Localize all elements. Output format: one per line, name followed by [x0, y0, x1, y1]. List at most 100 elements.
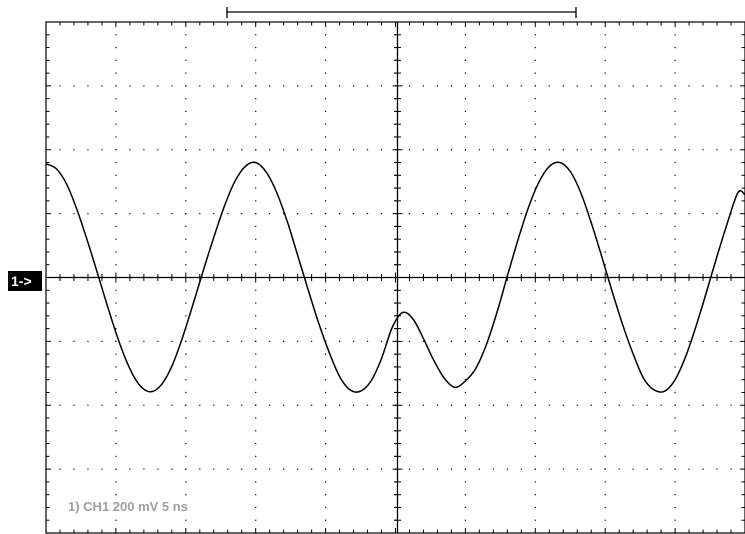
- grid-dot: [436, 468, 439, 470]
- grid-dot: [464, 391, 466, 394]
- grid-dot: [604, 136, 606, 138]
- grid-dot: [604, 98, 606, 100]
- grid-dot: [534, 174, 536, 176]
- grid-dot: [660, 404, 662, 406]
- grid-dot: [674, 302, 676, 304]
- grid-dot: [716, 85, 718, 87]
- grid-dot: [213, 149, 215, 151]
- grid-dot: [185, 46, 187, 49]
- grid-dot: [534, 302, 536, 304]
- grid-dot: [325, 34, 327, 36]
- grid-dot: [674, 225, 676, 227]
- grid-dot: [325, 251, 327, 253]
- grid-dot: [227, 213, 229, 215]
- grid-dot: [604, 149, 606, 151]
- grid-dot: [325, 46, 327, 49]
- grid-dot: [101, 149, 103, 151]
- grid-dot: [73, 213, 75, 215]
- grid-dot: [576, 404, 578, 406]
- grid-dot: [730, 404, 732, 406]
- grid-dot: [311, 85, 313, 87]
- grid-dot: [604, 455, 606, 457]
- grid-dot: [185, 136, 187, 138]
- grid-dot: [171, 340, 173, 342]
- grid-dot: [101, 404, 103, 406]
- grid-dot: [674, 46, 676, 49]
- grid-dot: [674, 174, 676, 176]
- grid-dot: [590, 149, 592, 151]
- grid-dot: [464, 98, 466, 100]
- grid-dot: [297, 468, 299, 470]
- grid-dot: [674, 59, 676, 61]
- grid-dot: [520, 213, 522, 215]
- grid-dot: [730, 85, 732, 87]
- grid-dot: [143, 404, 145, 406]
- grid-dot: [157, 404, 159, 406]
- grid-dot: [716, 213, 718, 215]
- grid-dot: [534, 481, 536, 483]
- grid-dot: [59, 85, 61, 87]
- grid-dot: [171, 85, 173, 87]
- grid-dot: [674, 110, 676, 113]
- grid-dot: [730, 149, 732, 151]
- grid-dot: [534, 225, 536, 227]
- grid-dot: [255, 340, 257, 342]
- grid-dot: [325, 59, 327, 61]
- grid-dot: [325, 98, 327, 100]
- grid-dot: [464, 264, 466, 266]
- grid-dot: [283, 149, 285, 151]
- grid-dot: [241, 85, 243, 87]
- grid-dot: [101, 213, 103, 215]
- grid-dot: [380, 85, 383, 87]
- grid-dot: [171, 468, 173, 470]
- grid-dot: [115, 110, 117, 113]
- grid-dot: [450, 340, 453, 342]
- channel-1-marker[interactable]: 1->: [8, 271, 42, 291]
- grid-dot: [604, 59, 606, 61]
- grid-dot: [632, 85, 634, 87]
- grid-dot: [534, 494, 536, 496]
- grid-dot: [255, 238, 257, 240]
- grid-dot: [660, 213, 662, 215]
- grid-dot: [352, 340, 355, 342]
- grid-dot: [534, 289, 536, 291]
- grid-dot: [115, 225, 117, 227]
- grid-dot: [115, 417, 117, 419]
- grid-dot: [464, 225, 466, 227]
- grid-dot: [87, 340, 89, 342]
- grid-dot: [674, 404, 676, 406]
- grid-dot: [129, 85, 131, 87]
- grid-dot: [115, 340, 117, 342]
- grid-dot: [115, 200, 117, 202]
- grid-dot: [464, 200, 466, 202]
- grid-dot: [199, 404, 201, 406]
- grid-dot: [255, 187, 257, 189]
- grid-dot: [520, 340, 522, 342]
- grid-dot: [325, 136, 327, 138]
- grid-dot: [716, 340, 718, 342]
- grid-dot: [325, 494, 327, 496]
- grid-dot: [464, 251, 466, 253]
- grid-dot: [604, 328, 606, 330]
- grid-dot: [604, 213, 606, 215]
- grid-dot: [129, 340, 131, 342]
- grid-dot: [297, 85, 299, 87]
- grid-dot: [534, 110, 536, 113]
- grid-dot: [185, 251, 187, 253]
- grid-dot: [115, 238, 117, 240]
- grid-dot: [604, 161, 606, 164]
- grid-dot: [185, 174, 187, 176]
- grid-dot: [534, 328, 536, 330]
- grid-dot: [101, 85, 103, 87]
- grid-dot: [464, 174, 466, 176]
- grid-dot: [520, 85, 522, 87]
- grid-dot: [604, 72, 606, 74]
- grid-dot: [464, 379, 466, 381]
- grid-dot: [325, 187, 327, 189]
- grid-dot: [255, 149, 257, 151]
- grid-dot: [534, 468, 536, 470]
- grid-dot: [185, 430, 187, 432]
- grid-dot: [716, 149, 718, 151]
- grid-dot: [436, 213, 439, 215]
- grid-dot: [464, 110, 466, 113]
